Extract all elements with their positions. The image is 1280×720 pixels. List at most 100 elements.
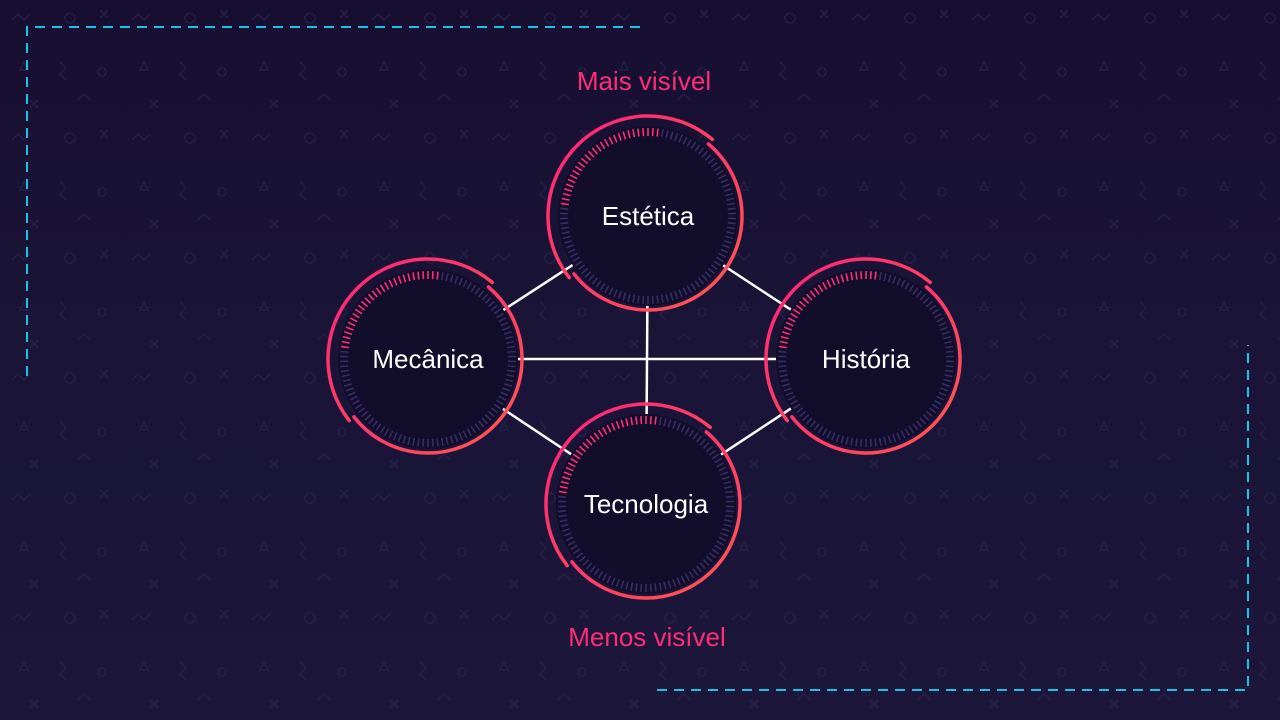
tick-mark bbox=[484, 414, 492, 421]
tick-mark bbox=[674, 132, 679, 141]
node-outer-ring bbox=[326, 257, 495, 423]
tick-mark bbox=[604, 285, 610, 294]
dashed-frame-bottom-right bbox=[657, 345, 1249, 691]
tick-mark bbox=[779, 374, 788, 378]
tick-mark bbox=[559, 519, 568, 523]
tick-mark bbox=[795, 407, 804, 414]
tick-mark bbox=[943, 335, 952, 340]
bottom-caption: Menos visível bbox=[568, 622, 726, 652]
tick-mark bbox=[502, 387, 511, 392]
tick-mark bbox=[563, 532, 572, 537]
tick-mark bbox=[922, 297, 930, 304]
tick-mark bbox=[696, 435, 703, 443]
tick-mark bbox=[713, 260, 722, 267]
tick-mark bbox=[692, 568, 699, 576]
tick-mark bbox=[855, 438, 858, 447]
tick-mark bbox=[669, 131, 674, 140]
tick-mark bbox=[585, 562, 593, 570]
tick-mark bbox=[912, 423, 919, 431]
tick-mark bbox=[817, 284, 824, 293]
tick-mark bbox=[817, 425, 824, 434]
tick-mark bbox=[606, 575, 612, 584]
tick-mark bbox=[490, 407, 499, 414]
tick-mark bbox=[613, 289, 618, 298]
tick-mark bbox=[379, 284, 386, 293]
tick-mark bbox=[727, 222, 736, 225]
tick-mark bbox=[802, 297, 810, 304]
tick-mark bbox=[678, 289, 683, 298]
tick-mark bbox=[934, 399, 942, 406]
tick-mark bbox=[630, 417, 634, 426]
tick-mark bbox=[704, 271, 712, 278]
tick-mark bbox=[622, 131, 627, 140]
node-disc bbox=[558, 126, 738, 306]
tick-mark bbox=[560, 480, 569, 485]
tick-mark bbox=[725, 495, 734, 498]
tick-mark bbox=[507, 369, 516, 373]
tick-mark bbox=[723, 188, 732, 193]
tick-mark bbox=[625, 418, 629, 427]
tick-mark bbox=[393, 277, 398, 286]
tick-mark bbox=[498, 317, 507, 323]
tick-mark bbox=[699, 438, 707, 446]
tick-mark bbox=[714, 457, 722, 464]
tick-mark bbox=[582, 442, 590, 449]
tick-mark bbox=[570, 457, 578, 464]
tick-mark bbox=[940, 387, 949, 392]
tick-mark bbox=[597, 570, 604, 579]
tick-mark bbox=[493, 403, 502, 410]
tick-mark bbox=[569, 174, 578, 180]
tick-mark bbox=[474, 423, 481, 431]
tick-mark bbox=[692, 432, 699, 440]
tick-mark bbox=[809, 420, 816, 428]
tick-mark bbox=[599, 282, 606, 291]
tick-mark bbox=[855, 271, 858, 280]
tick-mark bbox=[637, 295, 640, 304]
tick-mark bbox=[500, 321, 509, 327]
tick-mark bbox=[936, 395, 945, 401]
tick-mark bbox=[367, 417, 375, 425]
tick-mark bbox=[593, 432, 600, 440]
tick-mark bbox=[565, 536, 574, 542]
tick-mark bbox=[367, 293, 375, 301]
tick-mark bbox=[934, 312, 942, 319]
tick-mark bbox=[580, 267, 589, 275]
tick-mark bbox=[883, 436, 887, 445]
tick-mark bbox=[663, 418, 667, 427]
tick-mark bbox=[341, 374, 350, 378]
tick-mark bbox=[822, 428, 828, 437]
tick-mark bbox=[562, 192, 571, 197]
tick-mark bbox=[809, 290, 816, 298]
tick-mark bbox=[684, 573, 690, 582]
tick-mark bbox=[599, 141, 606, 150]
tick-mark bbox=[478, 420, 485, 428]
tick-mark bbox=[507, 345, 516, 349]
node-disc bbox=[338, 269, 518, 449]
tick-mark bbox=[721, 527, 730, 532]
tick-mark bbox=[944, 340, 953, 344]
tick-mark bbox=[397, 434, 402, 443]
node-label-historia: História bbox=[822, 344, 911, 374]
tick-mark bbox=[597, 429, 604, 438]
tick-mark bbox=[402, 274, 407, 283]
tick-mark bbox=[790, 312, 798, 319]
tick-mark bbox=[782, 331, 791, 336]
node-ticks bbox=[778, 271, 954, 447]
tick-mark bbox=[340, 365, 349, 368]
tick-mark bbox=[635, 416, 638, 425]
tick-mark bbox=[720, 178, 729, 184]
tick-mark bbox=[589, 435, 596, 443]
tick-mark bbox=[916, 420, 923, 428]
node-ticks bbox=[340, 271, 516, 447]
tick-mark bbox=[904, 428, 910, 437]
tick-mark bbox=[725, 192, 734, 197]
tick-mark bbox=[558, 490, 567, 494]
tick-mark bbox=[595, 280, 602, 288]
tick-mark bbox=[727, 202, 736, 206]
tick-mark bbox=[340, 369, 349, 373]
tick-mark bbox=[445, 273, 449, 282]
tick-mark bbox=[340, 350, 349, 353]
tick-mark bbox=[496, 312, 504, 319]
tick-mark bbox=[354, 308, 363, 315]
tick-mark bbox=[690, 141, 697, 150]
